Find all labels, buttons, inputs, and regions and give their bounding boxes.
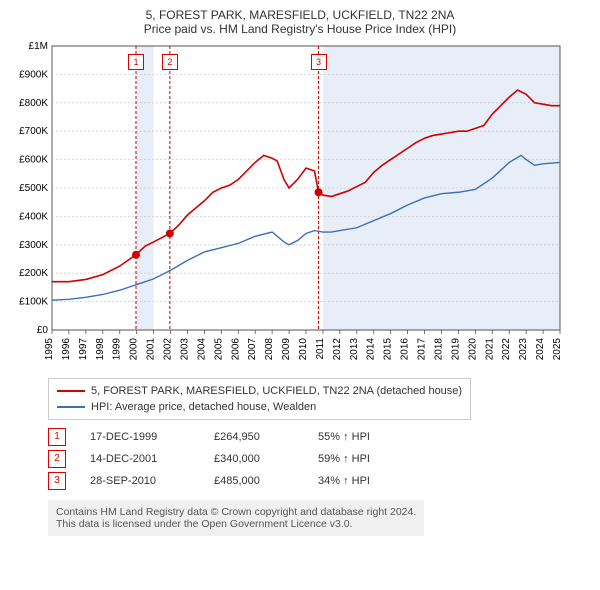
svg-text:2018: 2018 xyxy=(433,338,444,361)
svg-text:£700K: £700K xyxy=(19,126,48,137)
svg-text:£1M: £1M xyxy=(29,41,48,52)
svg-text:2025: 2025 xyxy=(552,338,563,361)
svg-text:2012: 2012 xyxy=(332,338,343,361)
svg-text:£300K: £300K xyxy=(19,240,48,251)
svg-text:£500K: £500K xyxy=(19,183,48,194)
chart-subtitle: Price paid vs. HM Land Registry's House … xyxy=(8,22,592,36)
legend-swatch xyxy=(57,406,85,408)
legend-label: 5, FOREST PARK, MARESFIELD, UCKFIELD, TN… xyxy=(91,383,462,399)
svg-text:1998: 1998 xyxy=(95,338,106,361)
svg-text:2001: 2001 xyxy=(146,338,157,361)
svg-text:1999: 1999 xyxy=(112,338,123,361)
svg-text:2002: 2002 xyxy=(163,338,174,361)
svg-text:2003: 2003 xyxy=(179,338,190,361)
svg-text:2006: 2006 xyxy=(230,338,241,361)
marker-price: £485,000 xyxy=(214,470,294,492)
marker-date: 28-SEP-2010 xyxy=(90,470,190,492)
svg-text:2005: 2005 xyxy=(213,338,224,361)
price-chart: £0 £100K £200K £300K £400K £500K £600K £700K £80… xyxy=(8,40,568,370)
svg-text:£600K: £600K xyxy=(19,155,48,166)
legend-item: 5, FOREST PARK, MARESFIELD, UCKFIELD, TN… xyxy=(57,383,462,399)
chart-container: £0 £100K £200K £300K £400K £500K £600K £700K £80… xyxy=(8,40,592,370)
sale-markers-table: 1 17-DEC-1999 £264,950 55% ↑ HPI 2 14-DEC-200… xyxy=(48,426,592,492)
marker-date: 14-DEC-2001 xyxy=(90,448,190,470)
svg-text:£400K: £400K xyxy=(19,211,48,222)
marker-hpi: 59% ↑ HPI xyxy=(318,448,408,470)
svg-text:£0: £0 xyxy=(37,325,49,336)
svg-text:2011: 2011 xyxy=(315,338,326,360)
legend-label: HPI: Average price, detached house, Weal… xyxy=(91,399,316,415)
svg-text:2008: 2008 xyxy=(264,338,275,361)
footer-line: This data is licensed under the Open Gov… xyxy=(56,518,416,530)
svg-text:2017: 2017 xyxy=(417,338,428,361)
svg-text:2000: 2000 xyxy=(129,338,140,361)
marker-price: £264,950 xyxy=(214,426,294,448)
svg-text:2021: 2021 xyxy=(484,338,495,361)
svg-text:2019: 2019 xyxy=(450,338,461,361)
svg-text:2022: 2022 xyxy=(501,338,512,361)
svg-text:2023: 2023 xyxy=(518,338,529,361)
svg-text:£200K: £200K xyxy=(19,268,48,279)
chart-title: 5, FOREST PARK, MARESFIELD, UCKFIELD, TN… xyxy=(8,8,592,22)
attribution-footer: Contains HM Land Registry data © Crown c… xyxy=(48,500,424,536)
svg-text:2013: 2013 xyxy=(349,338,360,361)
marker-row: 3 28-SEP-2010 £485,000 34% ↑ HPI xyxy=(48,470,592,492)
marker-hpi: 34% ↑ HPI xyxy=(318,470,408,492)
legend-swatch xyxy=(57,390,85,392)
footer-line: Contains HM Land Registry data © Crown c… xyxy=(56,506,416,518)
svg-text:2009: 2009 xyxy=(281,338,292,361)
svg-text:£800K: £800K xyxy=(19,98,48,109)
svg-text:1997: 1997 xyxy=(78,338,89,361)
marker-number-box: 2 xyxy=(48,450,66,468)
svg-text:2015: 2015 xyxy=(383,338,394,361)
chart-legend: 5, FOREST PARK, MARESFIELD, UCKFIELD, TN… xyxy=(48,378,471,420)
marker-number-box: 1 xyxy=(48,428,66,446)
svg-text:2010: 2010 xyxy=(298,338,309,361)
svg-text:1995: 1995 xyxy=(44,338,55,361)
marker-row: 2 14-DEC-2001 £340,000 59% ↑ HPI xyxy=(48,448,592,470)
svg-text:2024: 2024 xyxy=(535,338,546,361)
svg-text:£100K: £100K xyxy=(19,297,48,308)
marker-number-box: 3 xyxy=(48,472,66,490)
svg-text:2004: 2004 xyxy=(196,338,207,361)
svg-text:£900K: £900K xyxy=(19,69,48,80)
chart-titles: 5, FOREST PARK, MARESFIELD, UCKFIELD, TN… xyxy=(8,8,592,36)
svg-text:1996: 1996 xyxy=(61,338,72,361)
marker-date: 17-DEC-1999 xyxy=(90,426,190,448)
marker-price: £340,000 xyxy=(214,448,294,470)
marker-hpi: 55% ↑ HPI xyxy=(318,426,408,448)
marker-row: 1 17-DEC-1999 £264,950 55% ↑ HPI xyxy=(48,426,592,448)
svg-text:2014: 2014 xyxy=(366,338,377,361)
legend-item: HPI: Average price, detached house, Weal… xyxy=(57,399,462,415)
svg-text:2020: 2020 xyxy=(467,338,478,361)
svg-text:2016: 2016 xyxy=(400,338,411,361)
svg-text:2007: 2007 xyxy=(247,338,258,361)
